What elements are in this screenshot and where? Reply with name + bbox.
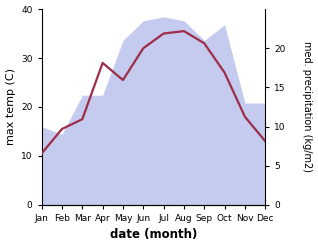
Y-axis label: med. precipitation (kg/m2): med. precipitation (kg/m2) [302, 41, 313, 172]
X-axis label: date (month): date (month) [110, 228, 197, 242]
Y-axis label: max temp (C): max temp (C) [5, 68, 16, 145]
